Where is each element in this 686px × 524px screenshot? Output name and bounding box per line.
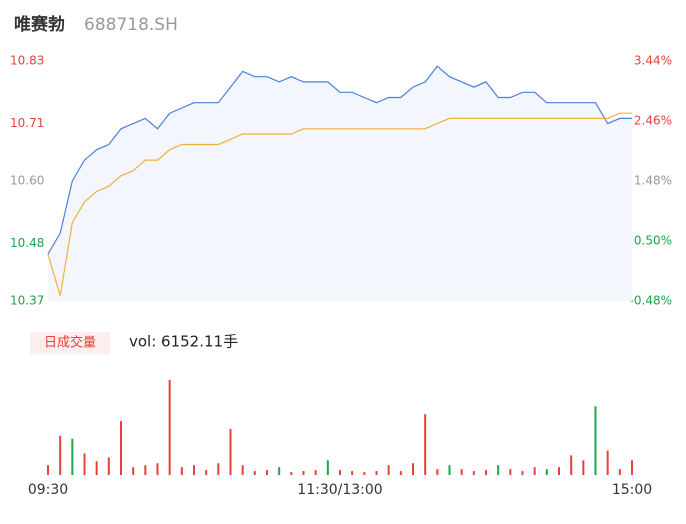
volume-bar bbox=[485, 470, 487, 475]
volume-bar bbox=[631, 460, 633, 475]
volume-bar bbox=[168, 379, 171, 475]
volume-bar bbox=[618, 469, 621, 475]
volume-bar bbox=[229, 428, 232, 475]
y-tick-label: 10.71 bbox=[10, 116, 44, 130]
volume-bar bbox=[71, 438, 74, 475]
volume-bar bbox=[302, 471, 305, 475]
volume-bar bbox=[326, 460, 329, 475]
volume-bar bbox=[144, 465, 147, 475]
volume-bar bbox=[558, 467, 560, 475]
volume-bar bbox=[241, 465, 244, 475]
x-tick-label: 09:30 bbox=[28, 482, 68, 498]
volume-annotation: vol: 6152.11手 bbox=[129, 333, 238, 351]
volume-bar bbox=[290, 472, 293, 475]
volume-bar bbox=[314, 470, 317, 475]
x-tick-label: 15:00 bbox=[612, 482, 652, 498]
volume-bar bbox=[193, 465, 195, 475]
volume-label: 日成交量 bbox=[44, 335, 96, 351]
volume-bar bbox=[339, 470, 341, 475]
volume-bar bbox=[107, 457, 110, 475]
volume-bar bbox=[412, 463, 414, 475]
volume-bar bbox=[83, 453, 86, 475]
volume-bar bbox=[120, 421, 122, 475]
volume-bar bbox=[594, 406, 597, 475]
stock-name: 唯赛勃 bbox=[14, 14, 65, 35]
volume-bar bbox=[424, 414, 427, 475]
y-tick-label: 10.83 bbox=[10, 54, 44, 68]
stock-code: 688718.SH bbox=[84, 15, 178, 35]
volume-bar bbox=[132, 467, 135, 475]
y-tick-label: 10.60 bbox=[10, 174, 44, 188]
volume-bar bbox=[180, 467, 183, 475]
y2-tick-label: 2.46% bbox=[634, 114, 672, 128]
volume-bar bbox=[472, 471, 475, 475]
volume-bar bbox=[217, 463, 220, 475]
price-line bbox=[47, 65, 632, 255]
volume-bar bbox=[606, 450, 609, 475]
volume-bar bbox=[205, 470, 208, 475]
volume-bar bbox=[59, 435, 62, 475]
y2-tick-label: -0.48% bbox=[630, 294, 672, 308]
volume-bar bbox=[521, 471, 524, 475]
x-tick-label: 11:30/13:00 bbox=[297, 482, 382, 498]
y2-tick-label: 1.48% bbox=[634, 174, 672, 188]
price-area bbox=[48, 66, 632, 301]
average-line bbox=[47, 112, 632, 296]
volume-bar bbox=[95, 461, 98, 475]
volume-bar bbox=[253, 471, 256, 475]
volume-bar bbox=[582, 460, 585, 475]
volume-bar bbox=[351, 471, 354, 475]
volume-bar bbox=[363, 472, 366, 475]
volume-bar bbox=[570, 455, 573, 475]
volume-bar bbox=[278, 467, 281, 475]
volume-bar bbox=[436, 469, 439, 475]
label-bg bbox=[30, 332, 110, 354]
volume-bar bbox=[545, 469, 548, 475]
y2-tick-label: 0.50% bbox=[634, 234, 672, 248]
volume-bar bbox=[509, 469, 512, 475]
volume-bar bbox=[533, 467, 536, 475]
volume-bar bbox=[47, 465, 49, 475]
volume-bar bbox=[387, 465, 390, 475]
y2-tick-label: 3.44% bbox=[634, 54, 672, 68]
y-tick-label: 10.48 bbox=[10, 236, 44, 250]
volume-bar bbox=[448, 465, 451, 475]
volume-bar bbox=[156, 463, 159, 475]
volume-bar bbox=[399, 471, 402, 475]
volume-bar bbox=[497, 465, 500, 475]
volume-bar bbox=[460, 469, 463, 475]
volume-bar bbox=[266, 470, 268, 475]
volume-bar bbox=[375, 471, 378, 475]
y-tick-label: 10.37 bbox=[10, 294, 44, 308]
